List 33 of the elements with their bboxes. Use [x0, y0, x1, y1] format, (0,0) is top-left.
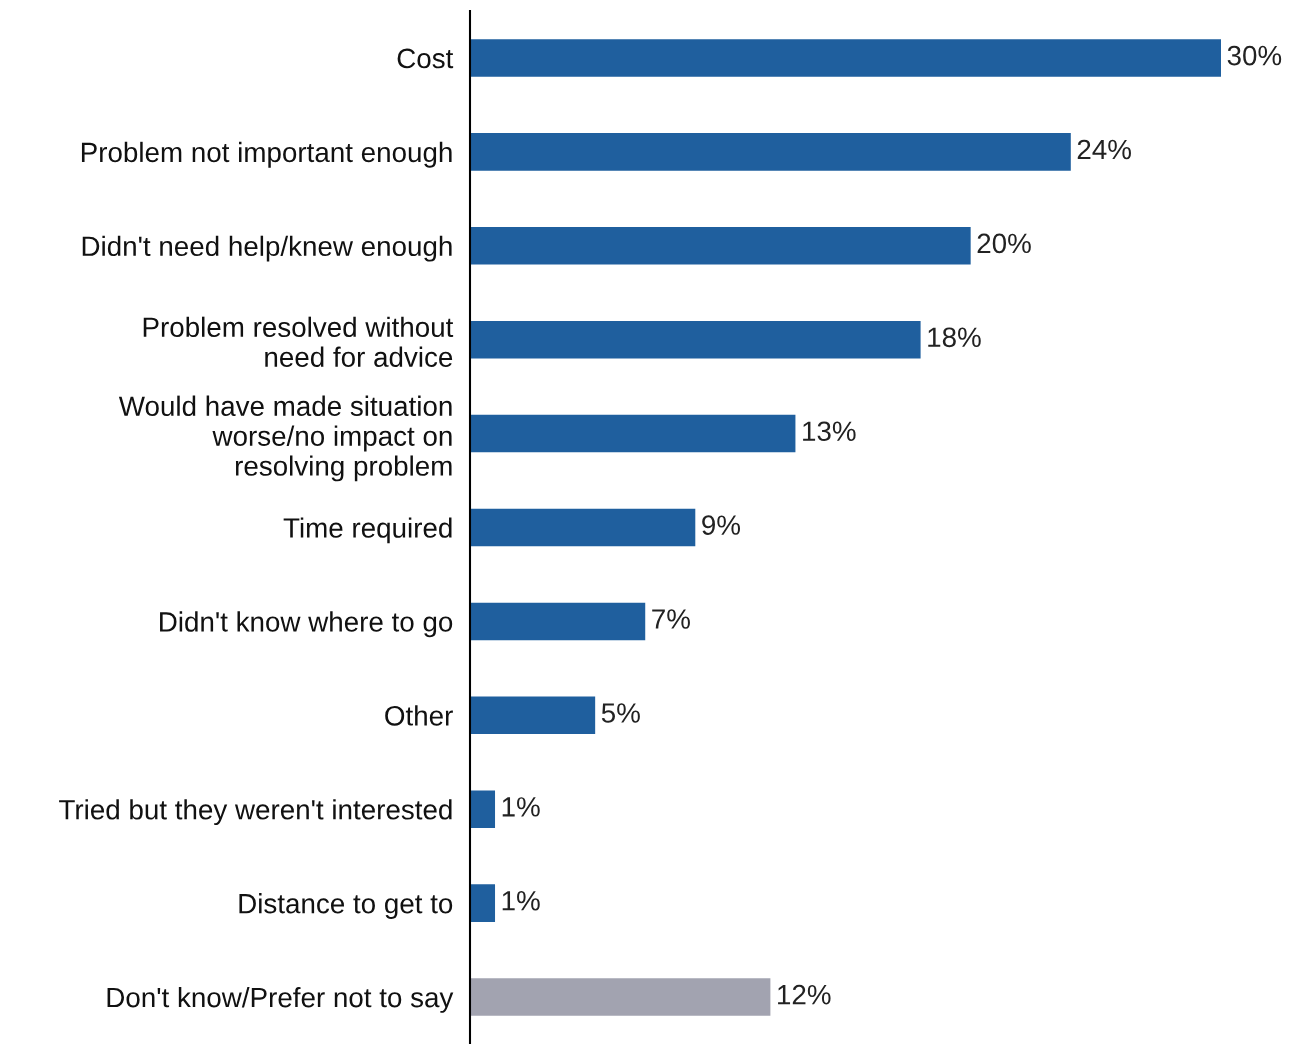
bar — [470, 414, 796, 453]
bar — [470, 320, 921, 359]
y-tick-label: Other — [385, 705, 453, 726]
data-label: 5% — [601, 703, 640, 723]
bar — [470, 133, 1071, 171]
data-label: 13% — [803, 421, 856, 442]
y-tick-label: Didn't know where to go — [160, 611, 453, 638]
y-tick-label: Problem not important enough — [81, 141, 452, 168]
data-label: 18% — [928, 327, 981, 348]
y-tick-label: Tried but they weren't interested — [59, 799, 452, 826]
bar — [470, 602, 646, 641]
data-label: 1% — [502, 797, 540, 817]
y-tick-label: Problem resolved without need for advice — [143, 316, 454, 367]
bar — [470, 978, 771, 1016]
y-tick-label: Distance to get to — [239, 893, 453, 919]
y-tick-label: Time required — [283, 517, 452, 544]
data-label: 30% — [1227, 45, 1282, 66]
bar — [470, 39, 1221, 77]
data-label: 1% — [502, 891, 540, 911]
bar — [470, 226, 971, 265]
data-label: 20% — [977, 233, 1031, 254]
y-tick-label: Don't know/Prefer not to say — [107, 986, 454, 1013]
bar — [470, 508, 696, 547]
data-label: 12% — [778, 984, 831, 1005]
y-tick-label: Didn't need help/knew enough — [82, 235, 452, 262]
data-label: 9% — [702, 515, 741, 535]
bar — [470, 696, 596, 735]
bar — [470, 884, 496, 922]
bar — [470, 790, 496, 829]
data-label: 7% — [652, 609, 690, 629]
data-label: 24% — [1077, 139, 1131, 160]
y-tick-label: Would have made situation worse/no impact on resolving problem — [118, 395, 452, 482]
y-tick-label: Cost — [397, 48, 454, 69]
